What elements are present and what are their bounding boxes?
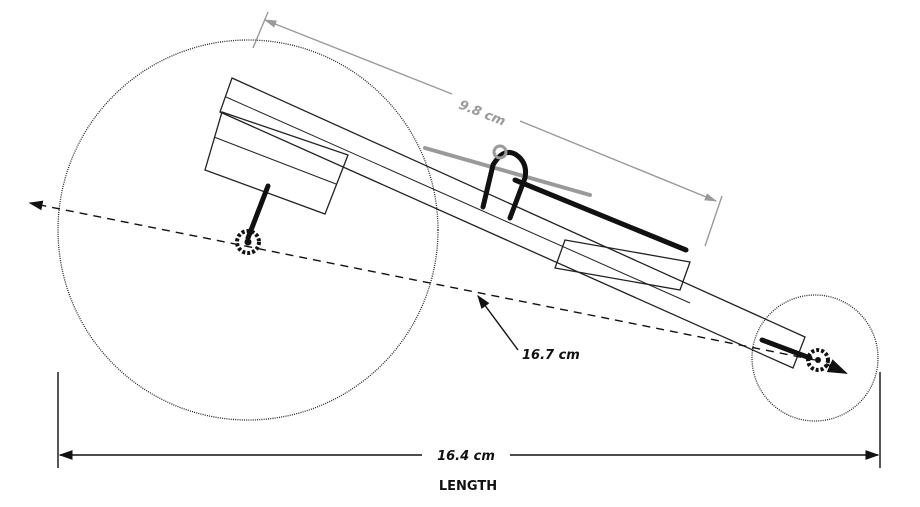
rear-block (204, 111, 349, 215)
bottom-dimension-label: 16.4 cm (437, 449, 495, 464)
gray-guide-strip (423, 146, 592, 197)
clip-pin (492, 144, 508, 160)
top-dimension-line-a (263, 19, 453, 95)
front-axle-hub (815, 357, 821, 363)
diagonal-dimension-line (28, 200, 816, 361)
rear-block-divider (213, 136, 337, 185)
rear-arm (245, 183, 271, 241)
length-caption: LENGTH (439, 479, 497, 494)
chassis-beam (219, 77, 806, 369)
top-dimension-label: 9.8 cm (457, 98, 508, 130)
rear-axle-gear (235, 229, 261, 255)
u-clip (480, 149, 528, 221)
rear-wheel (57, 39, 439, 421)
chassis-inner-line (225, 96, 691, 304)
top-ext-line-right (704, 195, 723, 247)
diagonal-dimension-label: 16.7 cm (522, 348, 580, 363)
rod-bar (512, 177, 689, 253)
front-arm (759, 337, 813, 361)
top-ext-line-left (252, 11, 269, 49)
front-wheel (751, 294, 879, 422)
diagonal-leader (477, 294, 519, 351)
front-axle-pointer (825, 359, 848, 374)
rear-axle-hub (244, 238, 252, 246)
top-dimension-line-b (519, 120, 718, 202)
front-block (554, 239, 691, 291)
